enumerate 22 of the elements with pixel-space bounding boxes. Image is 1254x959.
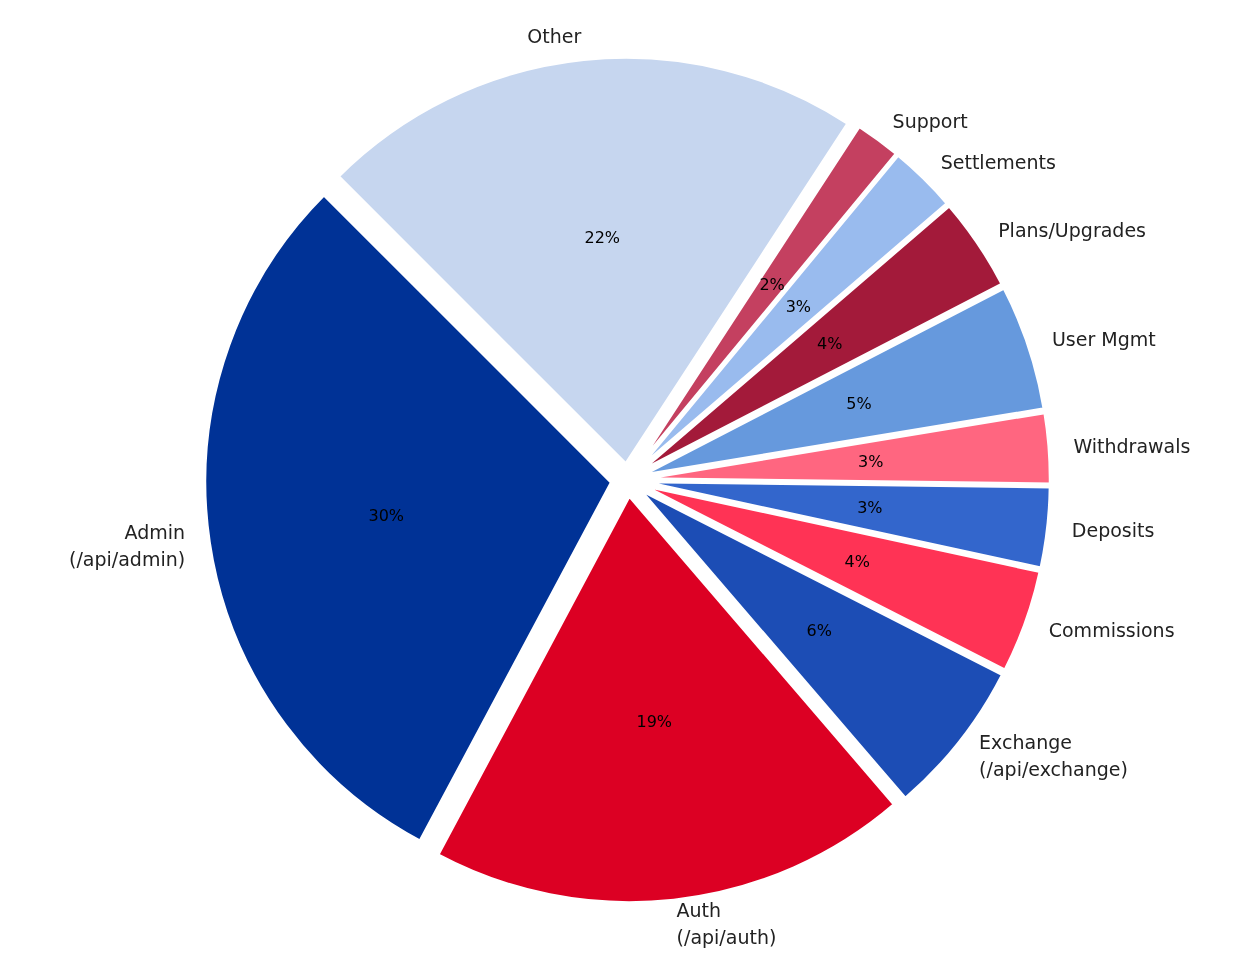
slice-label: Settlements (940, 150, 1056, 173)
slice-label: Plans/Upgrades (998, 219, 1147, 242)
slice-label: Exchange (/api/exchange) (979, 731, 1128, 780)
slice-label: Deposits (1071, 519, 1155, 542)
data-label: 22% (584, 228, 621, 248)
data-label: 30% (368, 506, 405, 526)
slice-label: Commissions (1048, 618, 1175, 641)
slice-label: Auth (/api/auth) (676, 899, 777, 948)
data-label: 2% (759, 274, 785, 294)
data-label: 6% (806, 620, 832, 640)
data-label: 3% (857, 497, 883, 517)
slice-label: Support (892, 109, 968, 132)
slice-label: Admin (/api/admin) (69, 521, 186, 570)
data-label: 5% (846, 393, 872, 413)
data-label: 4% (844, 552, 870, 572)
slice-label: User Mgmt (1051, 328, 1156, 351)
data-label: 3% (858, 452, 884, 472)
slice-label: Withdrawals (1073, 435, 1191, 458)
data-label: 19% (636, 712, 673, 732)
slice-label: Other (527, 25, 582, 48)
data-label: 3% (785, 296, 812, 316)
data-label: 4% (816, 334, 843, 354)
